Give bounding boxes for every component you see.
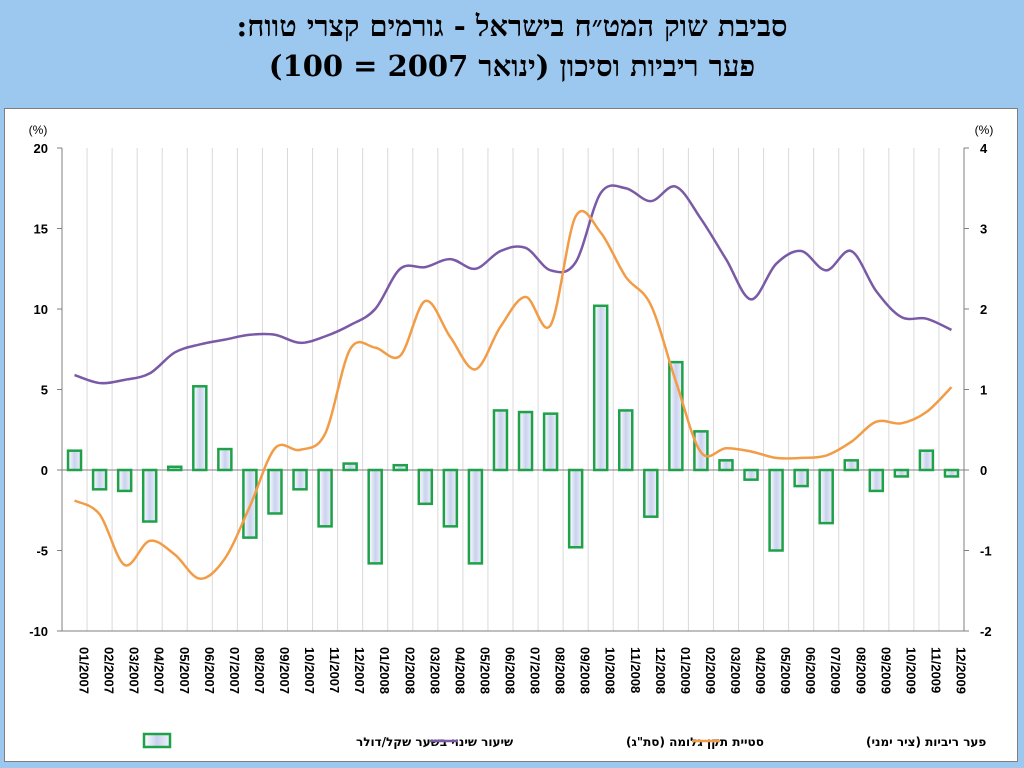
x-tick-label: 09/2009: [878, 647, 893, 694]
x-tick-label: 02/2007: [102, 647, 117, 694]
bar: [217, 447, 233, 472]
x-tick-label: 12/2007: [352, 647, 367, 694]
x-tick-label: 10/2009: [903, 647, 918, 694]
bar: [91, 468, 108, 491]
x-tick-label: 05/2008: [477, 647, 492, 694]
left-tick-label: 15: [34, 222, 48, 237]
bar: [192, 385, 208, 472]
x-tick-label: 03/2009: [728, 647, 743, 694]
bar: [643, 468, 659, 518]
bar: [66, 449, 83, 472]
left-tick-label: -10: [29, 624, 48, 639]
bar: [592, 304, 609, 472]
bar: [918, 449, 935, 472]
x-tick-label: 11/2008: [628, 647, 643, 693]
x-tick-label: 07/2007: [227, 647, 242, 694]
x-tick-label: 01/2007: [77, 647, 92, 694]
right-axis-unit: (%): [975, 123, 994, 137]
bar: [868, 468, 885, 493]
bar: [442, 468, 459, 528]
x-tick-label: 09/2008: [578, 647, 593, 694]
x-tick-label: 05/2009: [778, 647, 793, 694]
x-tick-label: 06/2007: [202, 647, 217, 694]
bar: [542, 412, 559, 472]
bar: [718, 459, 734, 472]
x-tick-label: 02/2008: [402, 647, 417, 694]
chart-panel: [4, 108, 1018, 762]
x-tick-label: 01/2008: [377, 647, 392, 694]
x-tick-label: 03/2008: [427, 647, 442, 694]
bar: [793, 468, 809, 488]
right-tick-label: -1: [980, 544, 992, 559]
right-tick-label: -2: [980, 624, 992, 639]
x-tick-label: 11/2007: [327, 647, 342, 693]
x-tick-label: 08/2007: [252, 647, 267, 694]
right-tick-label: 3: [980, 222, 987, 237]
bar: [843, 459, 859, 472]
bar: [292, 468, 308, 491]
title-line-1: סביבת שוק המט״ח בישראל - גורמים קצרי טוו…: [236, 9, 788, 43]
bar: [141, 468, 158, 523]
x-tick-label: 12/2008: [653, 647, 668, 694]
bar: [392, 463, 408, 472]
right-tick-label: 4: [980, 141, 988, 156]
bar: [517, 410, 534, 472]
x-tick-label: 11/2009: [928, 647, 943, 693]
right-tick-label: 1: [980, 383, 987, 398]
bar: [618, 409, 634, 472]
left-tick-label: 5: [41, 383, 48, 398]
right-tick-label: 0: [980, 463, 987, 478]
slide-title: סביבת שוק המט״ח בישראל - גורמים קצרי טוו…: [0, 0, 1024, 104]
x-tick-label: 08/2008: [553, 647, 568, 694]
x-tick-label: 01/2009: [678, 647, 693, 694]
x-tick-label: 02/2009: [703, 647, 718, 694]
x-tick-label: 04/2007: [152, 647, 167, 694]
bar: [818, 468, 834, 525]
x-tick-label: 10/2007: [302, 647, 317, 694]
x-tick-label: 07/2009: [828, 647, 843, 694]
bar: [893, 468, 910, 478]
x-tick-label: 07/2008: [528, 647, 543, 694]
left-tick-label: -5: [36, 544, 48, 559]
bar: [167, 465, 183, 472]
x-tick-label: 06/2009: [803, 647, 818, 694]
left-axis-unit: (%): [29, 123, 48, 137]
bar: [567, 468, 584, 549]
x-tick-label: 12/2009: [953, 647, 968, 694]
bar: [467, 468, 484, 565]
bar: [492, 409, 509, 472]
left-tick-label: 0: [41, 463, 48, 478]
implied-volatility-line: [74, 184, 953, 385]
bar: [743, 468, 759, 481]
bar: [267, 468, 283, 515]
interest-gap-line: [73, 209, 953, 580]
x-tick-label: 04/2008: [452, 647, 467, 694]
bar: [342, 462, 358, 472]
left-tick-label: 10: [34, 302, 48, 317]
x-tick-label: 10/2008: [603, 647, 618, 694]
x-tick-label: 04/2009: [753, 647, 768, 694]
x-tick-label: 05/2007: [177, 647, 192, 694]
bar: [943, 468, 960, 478]
x-tick-label: 06/2008: [502, 647, 517, 694]
legend-swatch: [142, 732, 172, 749]
title-line-2: פער ריביות וסיכון (ינואר 2007 = 100): [268, 49, 756, 83]
bar: [768, 468, 784, 552]
legend-interest-series: פער ריביות (ציר ימני): [866, 735, 986, 749]
bar: [417, 468, 434, 506]
x-tick-label: 09/2007: [277, 647, 292, 694]
x-tick-label: 08/2009: [853, 647, 868, 694]
bar: [317, 468, 333, 528]
bar: [367, 468, 383, 565]
x-tick-label: 03/2007: [127, 647, 142, 694]
right-tick-label: 2: [980, 302, 987, 317]
left-tick-label: 20: [34, 141, 48, 156]
bar: [116, 468, 133, 493]
